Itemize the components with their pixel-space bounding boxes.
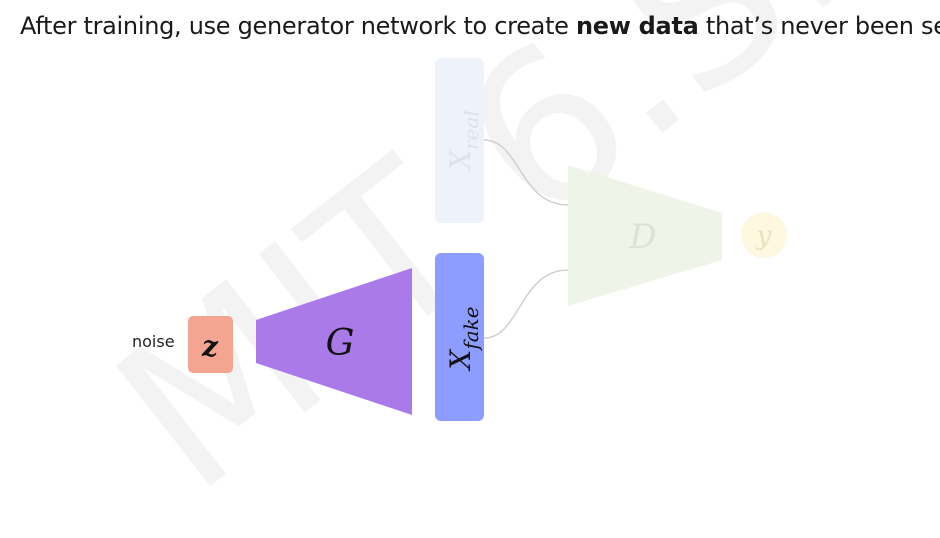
- x-fake-label: Xfake: [444, 306, 483, 371]
- title-emphasis: new data: [575, 12, 699, 40]
- generator-shape: [256, 268, 412, 415]
- connector-fake: [483, 269, 569, 339]
- x-real-box: [435, 58, 484, 223]
- x-real-label: Xreal: [444, 110, 483, 172]
- generator-label: G: [326, 323, 355, 364]
- discriminator-shape: [568, 165, 722, 306]
- title-suffix: that’s never been seen before.: [705, 12, 940, 40]
- noise-label: noise: [132, 332, 175, 351]
- z-label: z: [201, 330, 219, 363]
- title-prefix: After training, use generator network to…: [20, 12, 576, 40]
- gan-diagram: Xreal D y z G Xfake: [188, 58, 787, 421]
- z-box: [188, 316, 233, 373]
- x-fake-box: [435, 253, 484, 421]
- slide-title: After training, use generator network to…: [20, 12, 940, 40]
- discriminator-label: D: [628, 217, 656, 257]
- output-label: y: [756, 221, 772, 251]
- output-circle: [741, 212, 787, 258]
- connector-real: [483, 139, 569, 206]
